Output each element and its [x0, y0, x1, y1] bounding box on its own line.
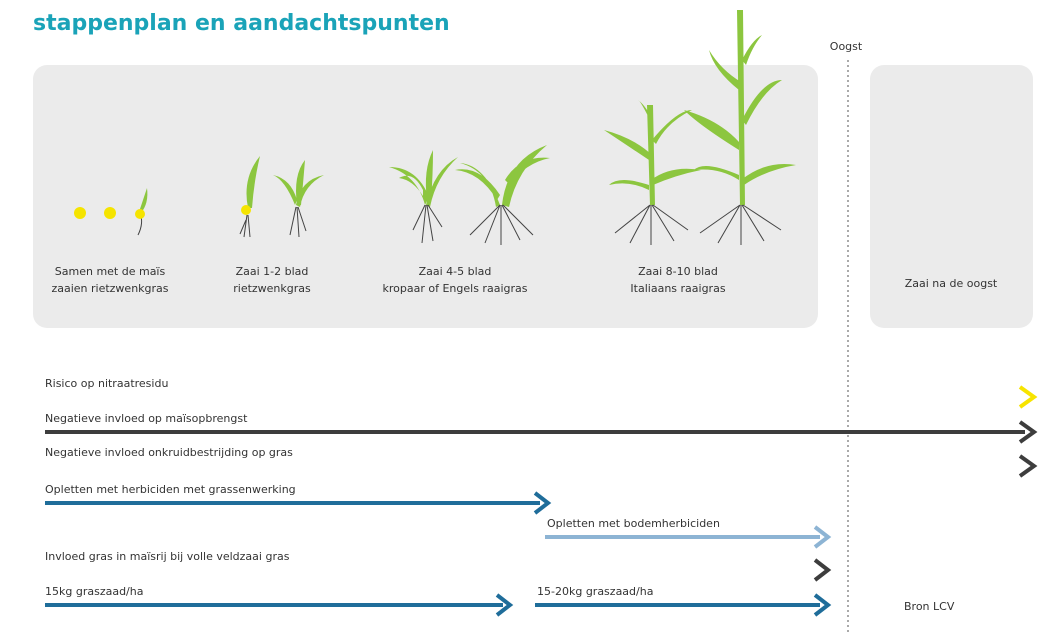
stage-label: rietzwenkgras — [233, 282, 311, 295]
stage-label: Zaai 4-5 blad — [419, 265, 492, 278]
arrow-label: Invloed gras in maïsrij bij volle veldza… — [45, 550, 290, 563]
stage-label: Zaai 8-10 blad — [638, 265, 718, 278]
harvest-label: Oogst — [830, 40, 863, 53]
stage-label: Zaai 1-2 blad — [236, 265, 309, 278]
arrow-label: 15-20kg graszaad/ha — [537, 585, 653, 598]
infographic: stappenplan en aandachtspunten Oogst Sam… — [0, 0, 1059, 635]
arrow-label: Opletten met bodemherbiciden — [547, 517, 720, 530]
source: Bron LCV — [904, 600, 955, 613]
arrow-label: Negatieve invloed onkruidbestrijding op … — [45, 446, 293, 459]
arrow-label: 15kg graszaad/ha — [45, 585, 143, 598]
arrow-label: Risico op nitraatresidu — [45, 377, 168, 390]
stage-label: zaaien rietzwenkgras — [51, 282, 168, 295]
stage-label: Samen met de maïs — [55, 265, 166, 278]
after-harvest-label: Zaai na de oogst — [905, 277, 998, 290]
stage-label: Italiaans raaigras — [630, 282, 725, 295]
arrow-label: Negatieve invloed op maïsopbrengst — [45, 412, 248, 425]
stage-label: kropaar of Engels raaigras — [383, 282, 528, 295]
arrow-label: Opletten met herbiciden met grassenwerki… — [45, 483, 296, 496]
title: stappenplan en aandachtspunten — [33, 11, 450, 36]
